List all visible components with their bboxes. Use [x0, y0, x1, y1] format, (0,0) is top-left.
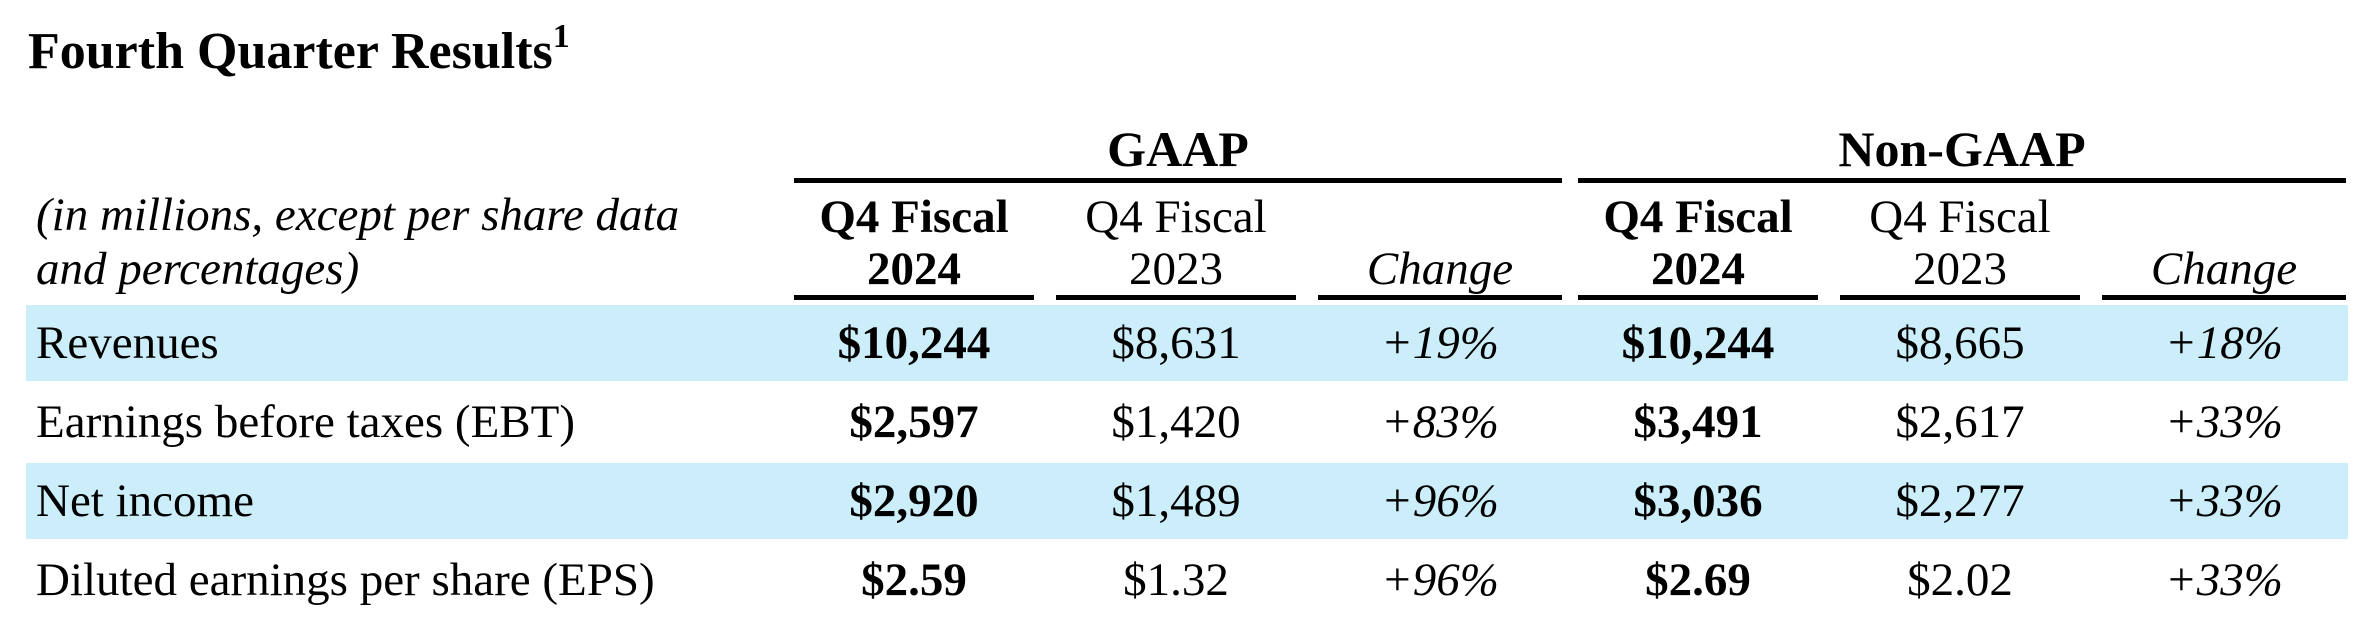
cell-gaap-change: +19% — [1381, 317, 1499, 369]
table-row-revenues: Revenues $10,244 $8,631 +19% $10,244 $8,… — [26, 305, 2348, 381]
title-text: Fourth Quarter Results — [28, 23, 553, 80]
table-row-ebt: Earnings before taxes (EBT) $2,597 $1,42… — [26, 384, 2348, 460]
group-label-gaap: GAAP — [1107, 121, 1249, 177]
units-note: (in millions, except per share data and … — [36, 188, 756, 296]
cell-gaap-2023: $1.32 — [1123, 554, 1229, 606]
cell-gaap-change: +96% — [1381, 475, 1499, 527]
cell-non-gaap-2023: $2.02 — [1907, 554, 2013, 606]
cell-non-gaap-2024: $3,036 — [1633, 475, 1763, 527]
column-header-line: 2023 — [1913, 243, 2007, 295]
cell-gaap-2024: $2,920 — [849, 475, 979, 527]
cell-non-gaap-2024: $3,491 — [1633, 396, 1763, 448]
cell-non-gaap-change: +33% — [2165, 475, 2283, 527]
title-footnote: 1 — [552, 18, 570, 55]
row-label: Revenues — [36, 317, 219, 369]
cell-non-gaap-change: +33% — [2165, 396, 2283, 448]
column-header-non-gaap-change: Change — [2102, 188, 2346, 300]
units-note-line1: (in millions, except per share data — [36, 189, 680, 241]
cell-non-gaap-2024: $10,244 — [1621, 317, 1775, 369]
cell-non-gaap-2024: $2.69 — [1645, 554, 1751, 606]
column-header-gaap-q4-2024: Q4 Fiscal 2024 — [794, 188, 1034, 300]
column-header-line: Q4 Fiscal — [1869, 191, 2051, 243]
cell-gaap-2024: $2.59 — [861, 554, 967, 606]
cell-gaap-2023: $8,631 — [1111, 317, 1241, 369]
column-header-line: Q4 Fiscal — [819, 191, 1009, 243]
cell-non-gaap-2023: $2,277 — [1895, 475, 2025, 527]
table-row-net-income: Net income $2,920 $1,489 +96% $3,036 $2,… — [26, 463, 2348, 539]
cell-gaap-2023: $1,489 — [1111, 475, 1241, 527]
cell-gaap-2024: $10,244 — [837, 317, 991, 369]
row-label: Diluted earnings per share (EPS) — [36, 554, 655, 606]
group-header-non-gaap: Non-GAAP — [1578, 120, 2346, 183]
group-label-non-gaap: Non-GAAP — [1838, 121, 2086, 177]
column-header-line: Change — [1366, 243, 1514, 295]
column-header-line: 2024 — [867, 243, 961, 295]
column-header-non-gaap-q4-2023: Q4 Fiscal 2023 — [1840, 188, 2080, 300]
page-title: Fourth Quarter Results1 — [28, 20, 570, 80]
column-header-line: 2024 — [1651, 243, 1745, 295]
cell-gaap-change: +83% — [1381, 396, 1499, 448]
cell-gaap-2024: $2,597 — [849, 396, 979, 448]
column-header-line: 2023 — [1129, 243, 1223, 295]
cell-gaap-2023: $1,420 — [1111, 396, 1241, 448]
column-header-gaap-q4-2023: Q4 Fiscal 2023 — [1056, 188, 1296, 300]
cell-non-gaap-2023: $8,665 — [1895, 317, 2025, 369]
column-header-non-gaap-q4-2024: Q4 Fiscal 2024 — [1578, 188, 1818, 300]
cell-non-gaap-2023: $2,617 — [1895, 396, 2025, 448]
cell-non-gaap-change: +33% — [2165, 554, 2283, 606]
column-header-gaap-change: Change — [1318, 188, 1562, 300]
row-label: Earnings before taxes (EBT) — [36, 396, 575, 448]
column-header-line: Change — [2150, 243, 2298, 295]
units-note-line2: and percentages) — [36, 243, 360, 295]
row-label: Net income — [36, 475, 254, 527]
column-header-line: Q4 Fiscal — [1603, 191, 1793, 243]
cell-gaap-change: +96% — [1381, 554, 1499, 606]
group-header-gaap: GAAP — [794, 120, 1562, 183]
column-header-line: Q4 Fiscal — [1085, 191, 1267, 243]
cell-non-gaap-change: +18% — [2165, 317, 2283, 369]
table-row-diluted-eps: Diluted earnings per share (EPS) $2.59 $… — [26, 542, 2348, 618]
